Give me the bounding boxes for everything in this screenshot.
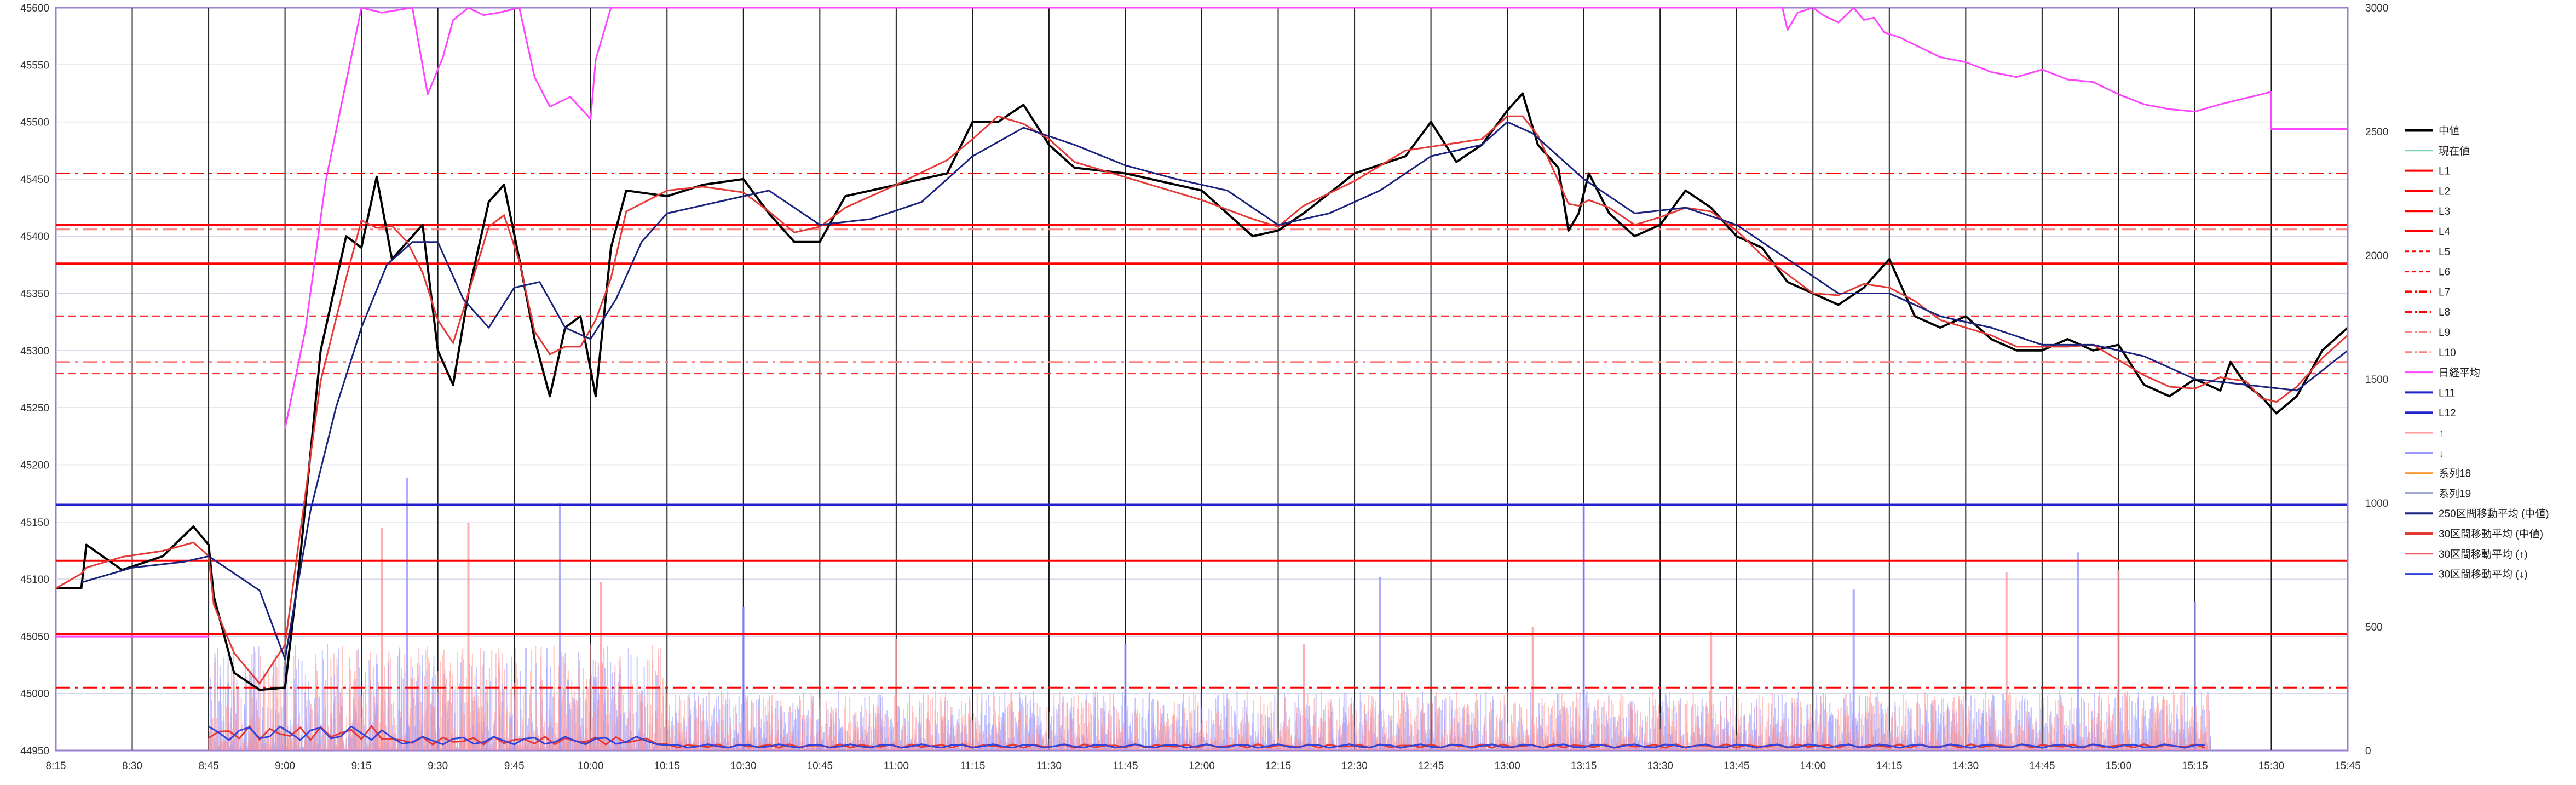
chart-background (0, 0, 2576, 782)
chart-svg: 4495045000450504510045150452004525045300… (0, 0, 2576, 782)
